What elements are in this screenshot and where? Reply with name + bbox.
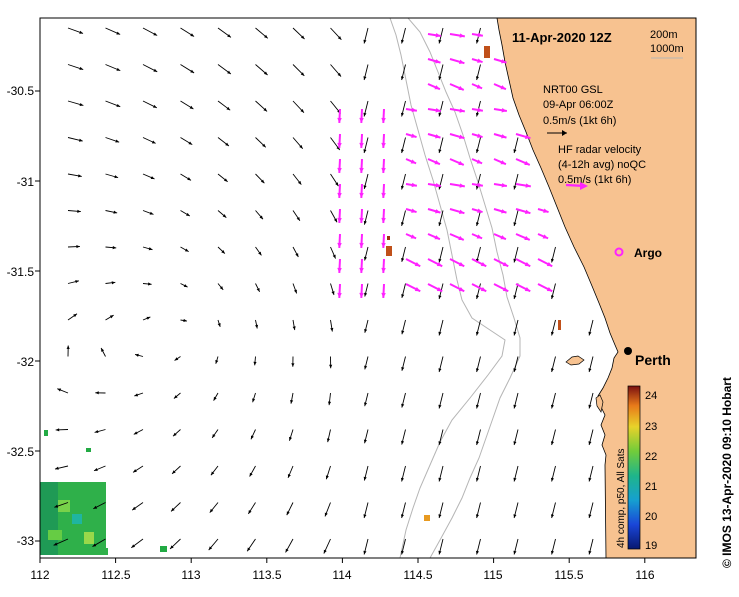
x-tick-label: 116	[635, 568, 654, 582]
y-tick-label: -32	[17, 355, 35, 369]
y-tick-label: -32.5	[7, 445, 35, 459]
colorbar-gradient	[628, 386, 640, 549]
x-tick-label: 114.5	[403, 568, 432, 582]
x-tick-label: 114	[332, 568, 351, 582]
credit-text: © IMOS 13-Apr-2020 09:10 Hobart	[720, 377, 734, 568]
y-axis-ticks	[35, 91, 40, 541]
colorbar-tick: 22	[645, 451, 657, 463]
city-dot-icon	[624, 347, 632, 355]
y-axis-labels: -30.5 -31 -31.5 -32 -32.5 -33	[7, 84, 35, 548]
colorbar-tick: 20	[645, 511, 657, 523]
x-tick-label: 115.5	[554, 568, 583, 582]
x-tick-label: 113.5	[252, 568, 281, 582]
y-tick-label: -31	[17, 175, 35, 189]
depth-label-200m: 200m	[650, 29, 678, 41]
gsl-legend-line2: 09-Apr 06:00Z	[543, 99, 614, 111]
date-label: 11-Apr-2020 12Z	[512, 30, 612, 45]
x-axis-labels: 112 112.5 113 113.5 114 114.5 115 115.5 …	[30, 568, 654, 582]
gsl-legend-line3: 0.5m/s (1kt 6h)	[543, 115, 616, 127]
colorbar-tick: 24	[645, 390, 657, 402]
y-tick-label: -31.5	[7, 265, 35, 279]
hf-legend-line1: HF radar velocity	[558, 144, 642, 156]
colorbar-tick: 23	[645, 421, 657, 433]
hf-legend-line2: (4-12h avg) noQC	[558, 159, 646, 171]
depth-label-1000m: 1000m	[650, 43, 684, 55]
colorbar-tick: 21	[645, 481, 657, 493]
x-tick-label: 112	[30, 568, 49, 582]
x-tick-label: 112.5	[101, 568, 130, 582]
x-axis-ticks	[40, 558, 645, 563]
colorbar-label: 4h comp, p50, All Sats	[616, 448, 627, 548]
gsl-legend-line1: NRT00 GSL	[543, 84, 603, 96]
x-tick-label: 115	[483, 568, 502, 582]
y-tick-label: -33	[17, 534, 35, 548]
city-label: Perth	[635, 352, 671, 368]
x-tick-label: 113	[181, 568, 200, 582]
y-tick-label: -30.5	[7, 84, 35, 98]
colorbar-tick: 19	[645, 540, 657, 552]
argo-label: Argo	[634, 246, 662, 260]
